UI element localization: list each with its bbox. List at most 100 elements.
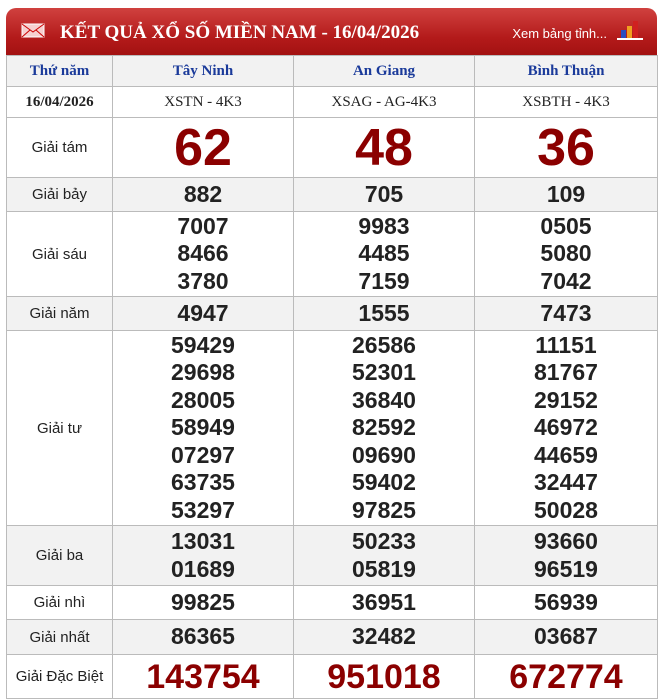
- prize-number: 32482: [352, 623, 416, 650]
- prize-number: 09690: [352, 441, 416, 468]
- prize-cell: 7007 8466 3780: [112, 211, 294, 297]
- bar-chart-icon[interactable]: [617, 20, 643, 40]
- prize-cell: 56939: [474, 585, 658, 620]
- prize-number: 3780: [177, 267, 229, 294]
- prize-cell: 99825: [112, 585, 294, 620]
- view-provinces-link[interactable]: Xem bảng tỉnh...: [512, 26, 607, 41]
- prize-number: 0505: [540, 212, 592, 239]
- prize-cell: 93660 96519: [474, 525, 658, 586]
- prize-number: 951018: [327, 657, 441, 696]
- province-name[interactable]: Bình Thuận: [474, 55, 658, 87]
- prize-label: Giải tám: [6, 117, 113, 178]
- prize-cell: 59429 29698 28005 58949 07297 63735 53297: [112, 330, 294, 526]
- province-name[interactable]: Tây Ninh: [112, 55, 294, 87]
- prize-number: 01689: [171, 555, 235, 582]
- province-name[interactable]: An Giang: [293, 55, 475, 87]
- prize-number: 81767: [534, 359, 598, 386]
- prize-number: 28005: [171, 386, 235, 413]
- prize-number: 05819: [352, 555, 416, 582]
- prize-cell: 62: [112, 117, 294, 178]
- results-table: Thứ năm Tây Ninh An Giang Bình Thuận 16/…: [6, 55, 658, 699]
- prize-cell: 50233 05819: [293, 525, 475, 586]
- prize-cell: 36: [474, 117, 658, 178]
- prize-number: 4485: [358, 240, 410, 267]
- prize-number: 7159: [358, 267, 410, 294]
- prize-number: 46972: [534, 414, 598, 441]
- prize-number: 9983: [358, 212, 410, 239]
- prize-number: 96519: [534, 555, 598, 582]
- prize-label: Giải tư: [6, 330, 113, 526]
- draw-code: XSTN - 4K3: [112, 86, 294, 118]
- prize-label: Giải nhất: [6, 619, 113, 655]
- prize-cell: 13031 01689: [112, 525, 294, 586]
- prize-number: 93660: [534, 528, 598, 554]
- prize-number: 03687: [534, 623, 598, 650]
- prize-number: 143754: [146, 657, 260, 696]
- prize-row: Giải nhì 99825 36951 56939: [6, 585, 658, 620]
- weekday: Thứ năm: [6, 55, 113, 87]
- prize-label: Giải năm: [6, 296, 113, 331]
- prize-number: 97825: [352, 496, 416, 523]
- prize-label: Giải bảy: [6, 177, 113, 212]
- prize-label: Giải ba: [6, 525, 113, 586]
- prize-number: 50028: [534, 496, 598, 523]
- prize-cell: 109: [474, 177, 658, 212]
- prize-number: 4947: [177, 299, 229, 326]
- prize-number: 7042: [540, 267, 592, 294]
- code-row: 16/04/2026 XSTN - 4K3 XSAG - AG-4K3 XSBT…: [6, 86, 658, 118]
- prize-number: 26586: [352, 331, 416, 358]
- prize-number: 7473: [540, 299, 592, 326]
- prize-row: Giải bảy 882 705 109: [6, 177, 658, 212]
- prize-cell: 705: [293, 177, 475, 212]
- prize-row: Giải ba 13031 01689 50233 05819 93660 96519: [6, 525, 658, 586]
- prize-number: 29698: [171, 359, 235, 386]
- prize-number: 63735: [171, 469, 235, 496]
- prize-number: 36840: [352, 386, 416, 413]
- prize-label: Giải nhì: [6, 585, 113, 620]
- prize-cell: 1555: [293, 296, 475, 331]
- province-header-row: Thứ năm Tây Ninh An Giang Bình Thuận: [6, 55, 658, 87]
- prize-number: 44659: [534, 441, 598, 468]
- prize-cell: 86365: [112, 619, 294, 655]
- draw-code: XSBTH - 4K3: [474, 86, 658, 118]
- prize-cell: 143754: [112, 654, 294, 699]
- prize-number: 62: [174, 118, 232, 177]
- prize-number: 32447: [534, 469, 598, 496]
- prize-number: 58949: [171, 414, 235, 441]
- prize-cell: 7473: [474, 296, 658, 331]
- prize-row: Giải tư 59429 29698 28005 58949 07297 63735 532…: [6, 330, 658, 526]
- prize-number: 99825: [171, 588, 235, 615]
- prize-cell: 882: [112, 177, 294, 212]
- draw-code: XSAG - AG-4K3: [293, 86, 475, 118]
- prize-number: 5080: [540, 240, 592, 267]
- prize-cell: 951018: [293, 654, 475, 699]
- prize-number: 52301: [352, 359, 416, 386]
- prize-cell: 9983 4485 7159: [293, 211, 475, 297]
- prize-row: Giải tám 62 48 36: [6, 117, 658, 178]
- prize-number: 36951: [352, 588, 416, 615]
- prize-number: 86365: [171, 623, 235, 650]
- prize-number: 8466: [177, 240, 229, 267]
- prize-number: 59429: [171, 331, 235, 358]
- prize-cell: 0505 5080 7042: [474, 211, 658, 297]
- prize-row: Giải năm 4947 1555 7473: [6, 296, 658, 331]
- prize-number: 29152: [534, 386, 598, 413]
- page-title: KẾT QUẢ XỔ SỐ MIỀN NAM - 16/04/2026: [60, 22, 420, 43]
- prize-cell: 48: [293, 117, 475, 178]
- prize-label: Giải sáu: [6, 211, 113, 297]
- prize-number: 56939: [534, 588, 598, 615]
- prize-number: 82592: [352, 414, 416, 441]
- prize-number: 48: [355, 118, 413, 177]
- prize-row: Giải nhất 86365 32482 03687: [6, 619, 658, 655]
- results-header: KẾT QUẢ XỔ SỐ MIỀN NAM - 16/04/2026 Xem …: [6, 8, 657, 58]
- prize-row: Giải Đặc Biệt 143754 951018 672774: [6, 654, 658, 699]
- prize-number: 07297: [171, 441, 235, 468]
- prize-number: 59402: [352, 469, 416, 496]
- draw-date: 16/04/2026: [6, 86, 113, 118]
- prize-number: 7007: [177, 212, 229, 239]
- prize-number: 109: [546, 180, 586, 207]
- prize-number: 882: [183, 180, 223, 207]
- prize-number: 705: [364, 180, 404, 207]
- prize-number: 13031: [171, 528, 235, 554]
- prize-number: 53297: [171, 496, 235, 523]
